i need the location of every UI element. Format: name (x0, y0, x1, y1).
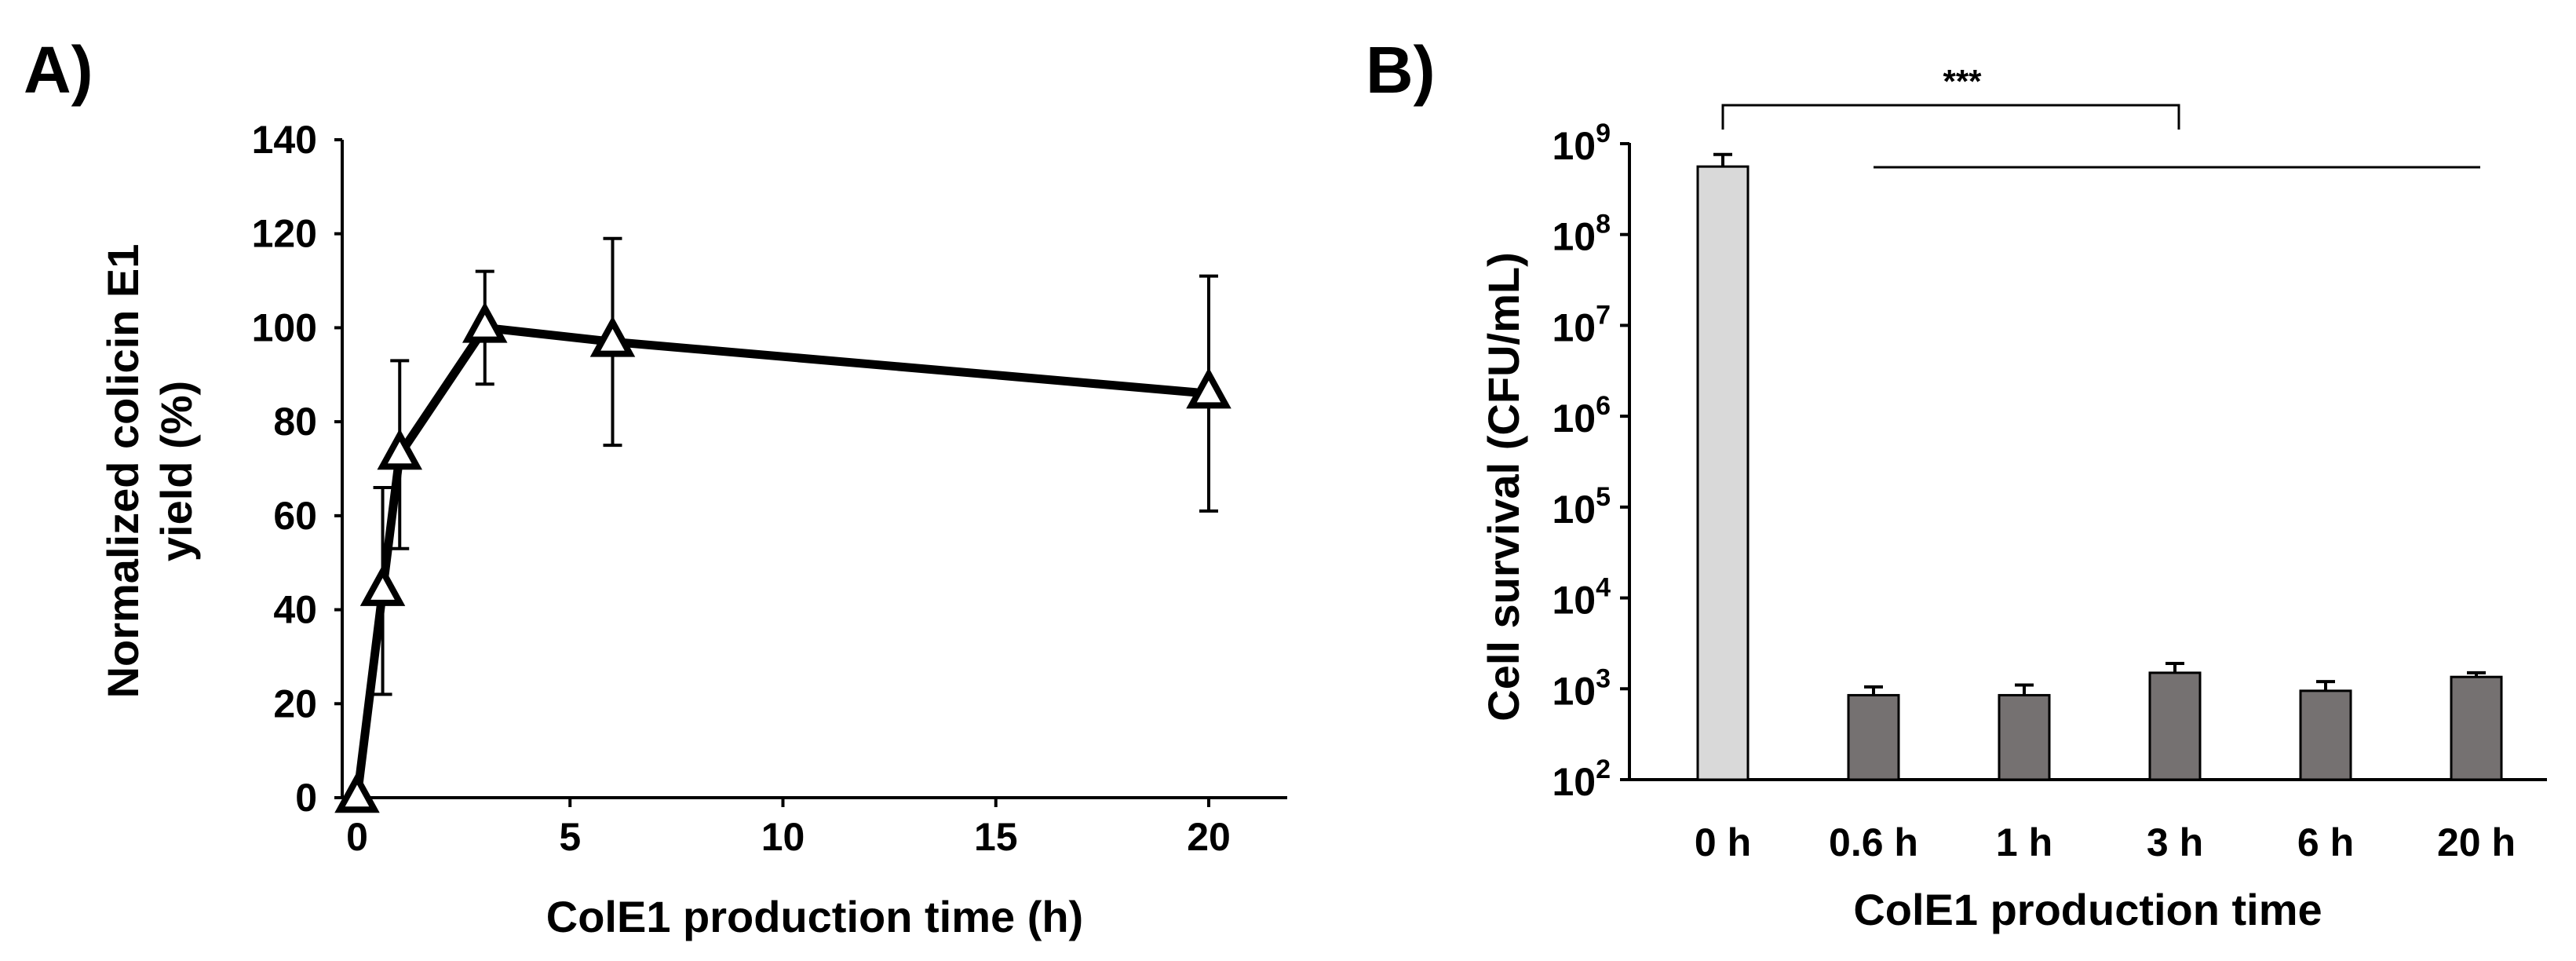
y-tick-label: 108 (1552, 210, 1611, 259)
bar (1998, 693, 2051, 781)
data-point (359, 565, 406, 606)
y-tick-exponent: 5 (1596, 482, 1611, 512)
y-tick-base: 10 (1552, 488, 1596, 532)
panel-a-x-tick-labels: 0 5 10 15 20 (346, 815, 1231, 859)
bar (2450, 675, 2503, 781)
x-tick-label: 15 (974, 815, 1018, 859)
y-tick-base: 10 (1552, 305, 1596, 349)
y-tick-base: 10 (1552, 396, 1596, 440)
x-tick-label: 1 h (1996, 820, 2052, 864)
bar (1696, 165, 1750, 781)
y-tick-exponent: 3 (1596, 663, 1611, 693)
panel-b-error-bars (1713, 152, 2486, 696)
significance-bracket (1721, 104, 2180, 130)
panel-b-x-axis-title: ColE1 production time (1853, 885, 2322, 934)
panel-a-series-line (352, 323, 1210, 798)
panel-a-y-tick-marks (334, 138, 342, 799)
panel-b-y-axis-title: Cell survival (CFU/mL) (1479, 252, 1528, 721)
y-tick-label: 102 (1552, 755, 1611, 804)
y-tick-label: 100 (252, 305, 317, 349)
y-tick-label: 60 (273, 494, 317, 538)
bar (2299, 689, 2352, 781)
y-tick-exponent: 7 (1596, 300, 1611, 330)
panel-a-error-bars (373, 236, 1218, 696)
x-tick-label: 5 (559, 815, 581, 859)
y-tick-base: 10 (1552, 215, 1596, 259)
y-tick-exponent: 2 (1596, 755, 1611, 784)
data-point (334, 771, 380, 813)
data-point (377, 428, 423, 470)
panel-a-y-axis-title: Normalized colicin E1 yield (%) (98, 244, 201, 699)
x-tick-label: 3 h (2147, 820, 2203, 864)
panel-a-y-axis-title-line1: Normalized colicin E1 (98, 244, 148, 699)
y-tick-label: 20 (273, 681, 317, 725)
y-tick-label: 140 (252, 118, 317, 162)
x-tick-label: 20 h (2437, 820, 2516, 864)
y-tick-label: 104 (1552, 573, 1611, 623)
panel-a-y-tick-labels: 0 20 40 60 80 100 120 140 (252, 118, 317, 820)
y-tick-label: 105 (1552, 482, 1611, 532)
y-tick-base: 10 (1552, 760, 1596, 804)
y-tick-exponent: 4 (1596, 573, 1611, 603)
y-tick-base: 10 (1552, 669, 1596, 713)
x-tick-label: 0.6 h (1829, 820, 1918, 864)
panel-a-x-axis-title: ColE1 production time (h) (546, 892, 1083, 941)
panel-a-y-axis-title-line2: yield (%) (151, 381, 201, 561)
y-tick-label: 106 (1552, 391, 1611, 440)
y-tick-label: 40 (273, 588, 317, 632)
panel-a-markers (334, 301, 1231, 813)
y-tick-label: 80 (273, 400, 317, 444)
panel-b-x-tick-labels: 0 h 0.6 h 1 h 3 h 6 h 20 h (1695, 820, 2516, 864)
y-tick-base: 10 (1552, 579, 1596, 623)
x-tick-label: 20 (1187, 815, 1231, 859)
y-tick-exponent: 9 (1596, 119, 1611, 148)
y-tick-label: 103 (1552, 663, 1611, 713)
panel-b-label: B) (1366, 33, 1436, 107)
y-tick-exponent: 6 (1596, 391, 1611, 421)
y-tick-label: 107 (1552, 300, 1611, 349)
y-tick-label: 0 (295, 776, 317, 820)
y-tick-exponent: 8 (1596, 210, 1611, 239)
significance-label: *** (1943, 63, 1982, 100)
x-tick-label: 6 h (2297, 820, 2354, 864)
panel-b-y-tick-marks (1620, 142, 1629, 781)
panel-a-label: A) (24, 33, 93, 107)
y-tick-label: 120 (252, 212, 317, 256)
x-tick-label: 0 h (1695, 820, 1751, 864)
y-tick-base: 10 (1552, 124, 1596, 168)
x-tick-label: 0 (346, 815, 368, 859)
data-point (462, 301, 508, 343)
panel-b-bars (1696, 165, 2503, 781)
panel-a: A) 0 20 40 60 80 100 120 140 0 5 10 15 20 ColE1 pro… (24, 33, 1287, 941)
y-tick-label: 109 (1552, 119, 1611, 168)
bar (1847, 693, 1900, 781)
bar (2148, 671, 2202, 781)
data-point (1186, 367, 1231, 409)
x-tick-label: 10 (761, 815, 805, 859)
data-point (589, 316, 636, 357)
